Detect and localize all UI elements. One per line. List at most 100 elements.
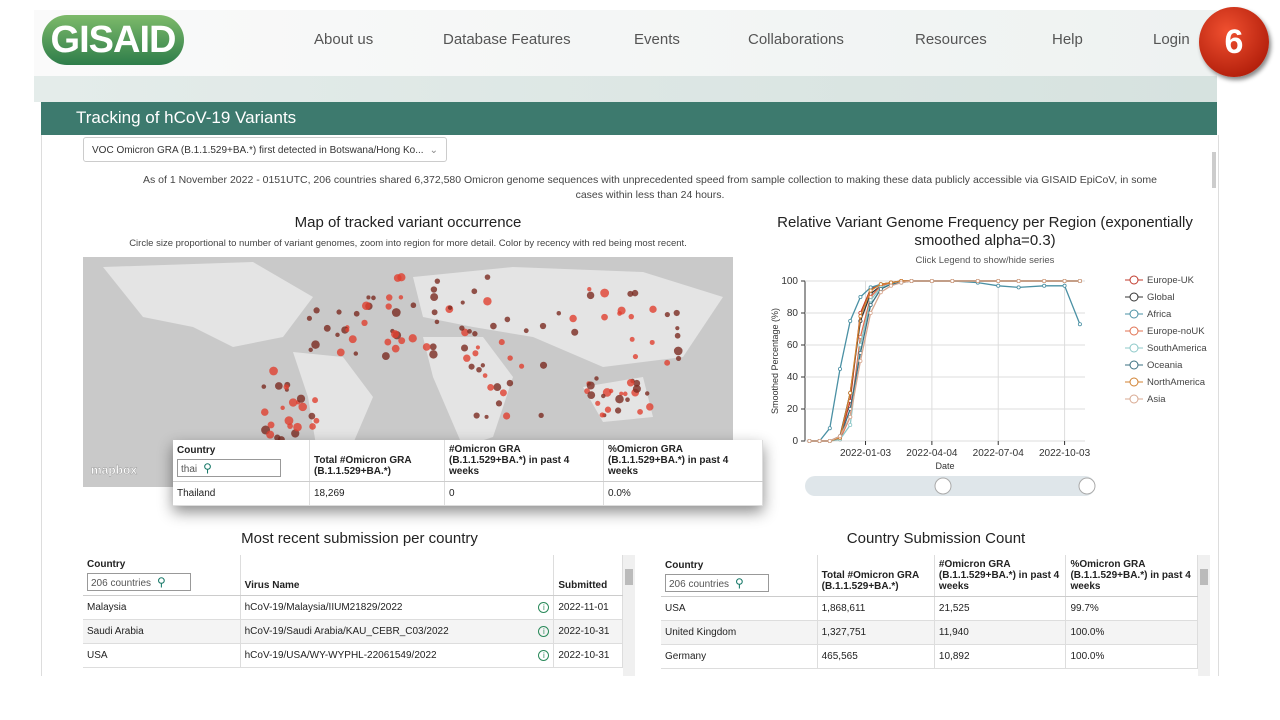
map-dot <box>313 417 320 424</box>
step-badge: 6 <box>1199 7 1269 77</box>
map-dot <box>675 326 680 331</box>
point <box>929 278 934 283</box>
point <box>858 314 863 319</box>
map-dot <box>309 423 316 430</box>
info-icon: i <box>538 626 550 637</box>
nav-link[interactable]: Events <box>634 31 680 48</box>
column-header: %Omicron GRA (B.1.1.529+BA.*) in past 4 … <box>1065 555 1198 597</box>
map-dot <box>312 397 319 404</box>
cell-text: 2022-10-31 <box>558 626 610 637</box>
point <box>827 426 832 431</box>
nav-link[interactable]: Login <box>1153 31 1190 48</box>
search-box[interactable]: thai ⚲ <box>177 459 281 477</box>
legend-marker <box>1129 292 1139 302</box>
table-cell: Malaysia <box>83 595 241 620</box>
map-dot <box>499 389 507 397</box>
header-row: Country thai ⚲ Total #Omicron GRA (B.1.1.52… <box>173 440 763 482</box>
table-row[interactable]: USA hCoV-19/USA/WY-WYPHL-22061549/2022 i 20… <box>83 643 623 668</box>
cell-text: 10,892 <box>938 651 970 662</box>
header-text: Virus Name <box>244 580 300 591</box>
legend-item[interactable]: Europe-noUK <box>1125 326 1205 337</box>
table-cell: hCoV-19/Saudi Arabia/KAU_CEBR_C03/2022 i <box>240 619 555 644</box>
table-cell: USA <box>661 596 818 621</box>
map-dot <box>587 287 592 292</box>
legend-item[interactable]: Europe-UK <box>1125 275 1195 286</box>
map-dot <box>298 402 307 412</box>
map-dot <box>447 305 453 310</box>
legend-label: Asia <box>1147 394 1166 405</box>
point <box>848 391 853 396</box>
variant-select[interactable]: VOC Omicron GRA (B.1.1.529+BA.*) first d… <box>83 137 447 162</box>
map-dot <box>293 422 302 432</box>
nav-link[interactable]: Collaborations <box>748 31 844 48</box>
slider-handle[interactable] <box>934 477 952 495</box>
map-dot <box>538 412 544 419</box>
map-dot <box>385 303 392 310</box>
legend-item[interactable]: Global <box>1125 292 1174 303</box>
map-dot <box>261 384 267 389</box>
table-row[interactable]: Saudi Arabia hCoV-19/Saudi Arabia/KAU_CEB… <box>83 619 623 644</box>
point <box>1042 283 1047 288</box>
header-text: %Omicron GRA (B.1.1.529+BA.*) in past 4 … <box>1070 559 1191 592</box>
cell-text: Germany <box>665 651 707 662</box>
map-dot <box>626 379 635 387</box>
legend-label: Oceania <box>1147 360 1183 371</box>
map-dot <box>353 310 360 317</box>
point <box>889 283 894 288</box>
map-dot <box>619 391 624 396</box>
point <box>868 298 873 303</box>
variant-select-text: VOC Omicron GRA (B.1.1.529+BA.*) first d… <box>92 145 424 156</box>
table-row[interactable]: Germany 465,565 10,892 100.0% <box>661 644 1198 669</box>
header-text: Country <box>87 559 126 570</box>
table: Country 206 countries ⚲ Virus Name Submitted… <box>83 555 623 668</box>
table-cell: 465,565 <box>817 644 935 669</box>
table-row[interactable]: Malaysia hCoV-19/Malaysia/IIUM21829/2022 i… <box>83 595 623 620</box>
legend-item[interactable]: Africa <box>1125 309 1172 320</box>
chart-subtitle: Click Legend to show/hide series <box>915 255 1055 266</box>
table-row[interactable]: Thailand 18,269 0 0.0% <box>173 481 763 506</box>
map-dot <box>586 381 595 390</box>
table-cell: 100.0% <box>1065 620 1198 645</box>
x-tick-label: 2022-10-03 <box>1039 448 1091 459</box>
table-row[interactable]: United Kingdom 1,327,751 11,940 100.0% <box>661 620 1198 645</box>
map-dot <box>284 416 294 426</box>
nav-link[interactable]: About us <box>314 31 374 48</box>
table: Country thai ⚲ Total #Omicron GRA (B.1.1.52… <box>173 440 763 506</box>
map-dot <box>429 343 437 351</box>
nav-link[interactable]: Resources <box>915 31 987 48</box>
legend-label: Global <box>1147 292 1174 303</box>
map-dot <box>615 394 624 404</box>
search-box[interactable]: 206 countries ⚲ <box>665 574 769 592</box>
header-text: Country <box>665 560 704 571</box>
map-dot <box>398 295 404 300</box>
column-header: #Omicron GRA (B.1.1.529+BA.*) in past 4 … <box>444 440 604 482</box>
map-dot <box>625 397 630 402</box>
map-dot <box>430 286 438 293</box>
cell-text: hCoV-19/Malaysia/IIUM21829/2022 <box>244 602 403 613</box>
map-dot <box>345 327 350 333</box>
map-dot <box>475 345 480 350</box>
legend-item[interactable]: Oceania <box>1125 360 1183 371</box>
nav-link[interactable]: Database Features <box>443 31 571 48</box>
map-dot <box>361 319 368 327</box>
y-tick-label: 80 <box>787 308 799 319</box>
search-icon: ⚲ <box>203 461 212 475</box>
recent-table: Country 206 countries ⚲ Virus Name Submitted… <box>83 555 623 676</box>
logo[interactable]: GISAID <box>42 15 184 65</box>
table: Country 206 countries ⚲ Total #Omicron GRA … <box>661 555 1198 669</box>
nav-link[interactable]: Help <box>1052 31 1083 48</box>
map-dot <box>353 351 359 356</box>
legend-label: Africa <box>1147 309 1172 320</box>
search-box[interactable]: 206 countries ⚲ <box>87 573 191 591</box>
map-dot <box>587 391 596 400</box>
point <box>838 434 843 439</box>
legend-label: Europe-UK <box>1147 275 1195 286</box>
legend-item[interactable]: Asia <box>1125 394 1166 405</box>
legend-item[interactable]: NorthAmerica <box>1125 377 1206 388</box>
legend-marker <box>1129 343 1139 353</box>
slider-handle[interactable] <box>1078 477 1096 495</box>
legend-item[interactable]: SouthAmerica <box>1125 343 1207 354</box>
table-row[interactable]: USA 1,868,611 21,525 99.7% <box>661 596 1198 621</box>
map-dot <box>463 354 471 362</box>
point <box>899 280 904 285</box>
